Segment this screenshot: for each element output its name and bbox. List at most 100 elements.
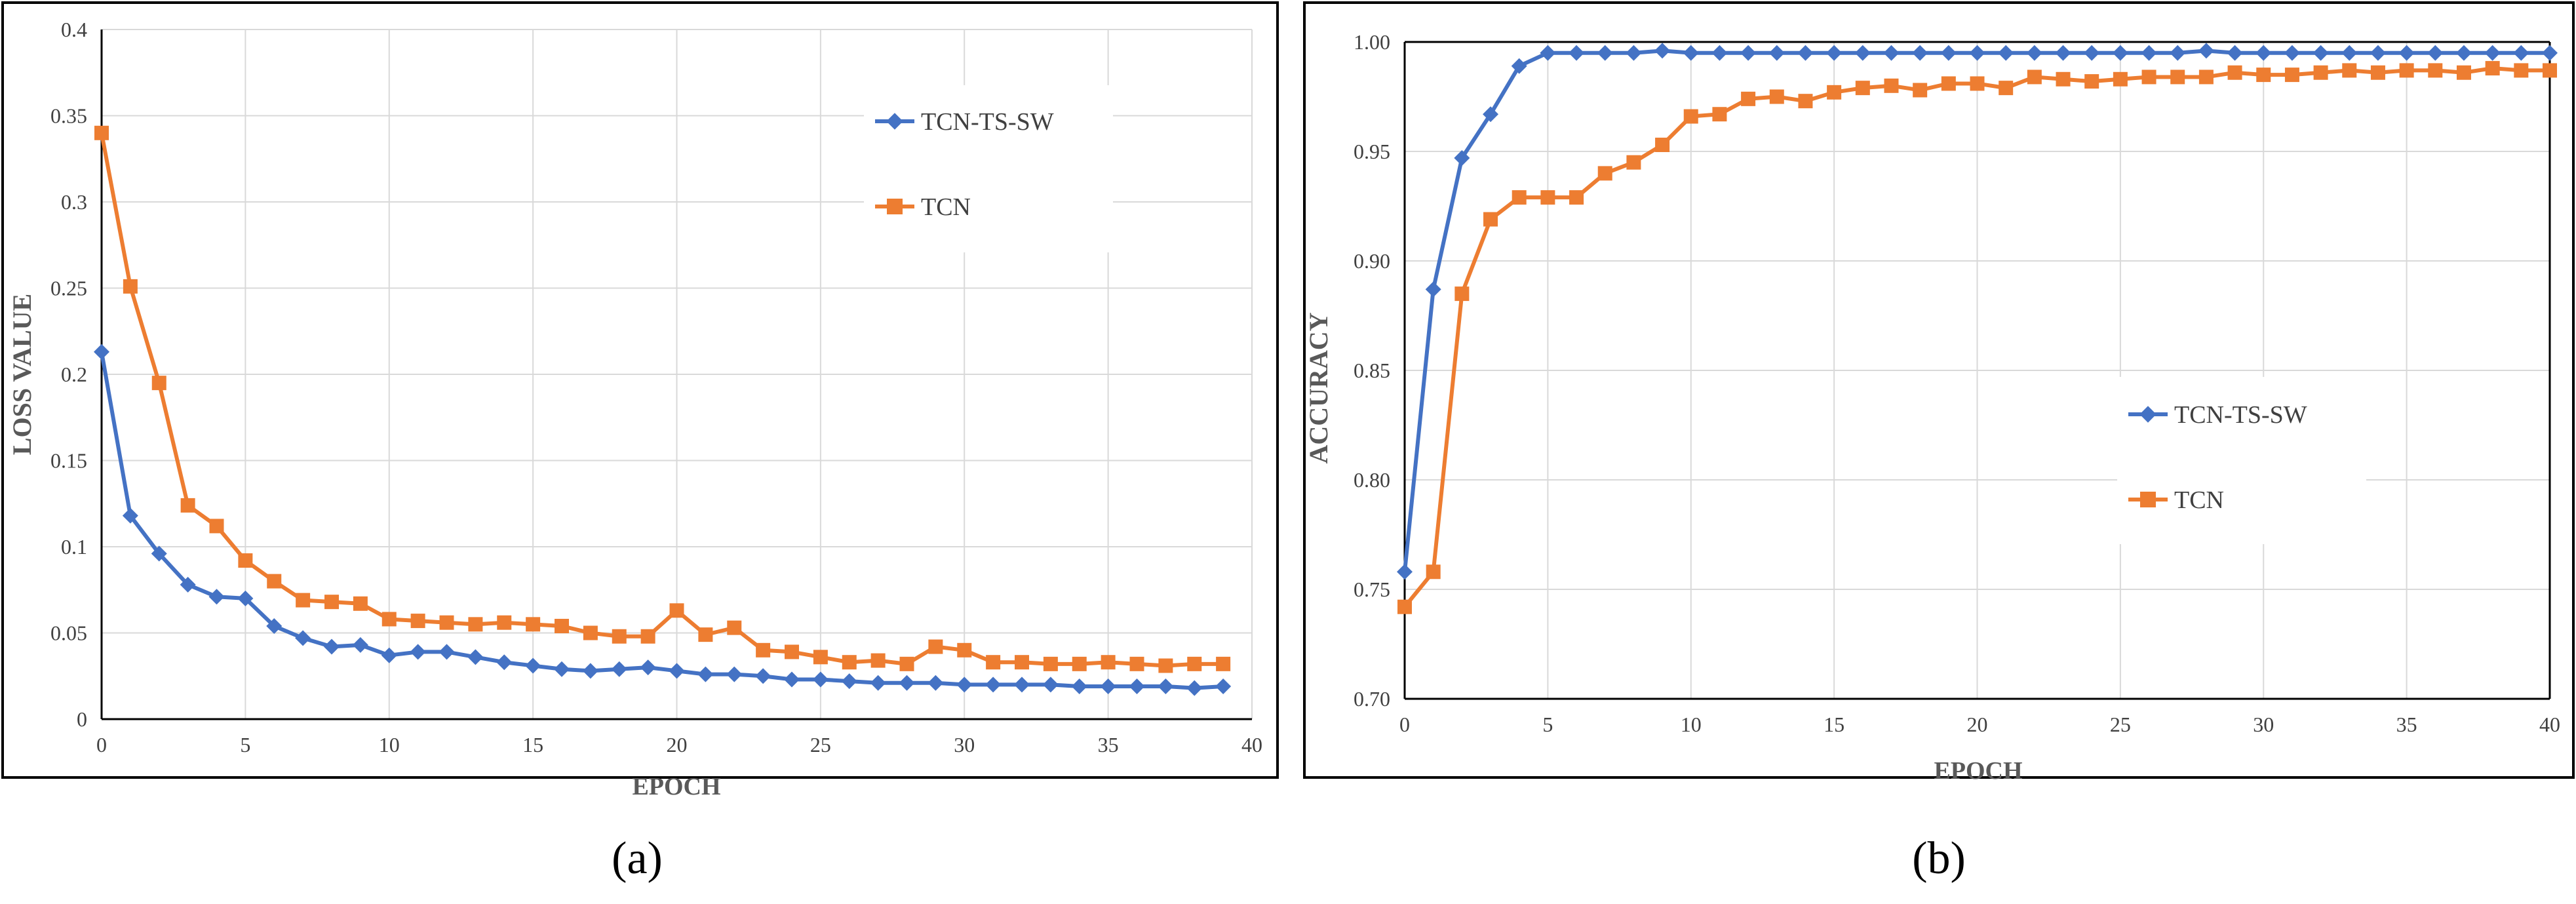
chart-a-point-tcn-ts-sw bbox=[94, 344, 109, 360]
chart-a-point-tcn-ts-sw bbox=[899, 675, 915, 691]
chart-b-legend-label-tcn: TCN bbox=[2174, 486, 2224, 514]
panel-b-caption: (b) bbox=[1912, 833, 1966, 884]
chart-b-x-axis-title: EPOCH bbox=[1934, 757, 2022, 785]
chart-b-point-tcn-ts-sw bbox=[2484, 45, 2501, 61]
chart-b-point-tcn bbox=[1884, 78, 1899, 93]
chart-b-point-tcn bbox=[1769, 89, 1784, 104]
chart-a-point-tcn-ts-sw bbox=[985, 677, 1002, 693]
chart-b-point-tcn bbox=[2399, 63, 2414, 78]
chart-a-y-tick-labels: 0 0.05 0.1 0.15 0.2 0.25 0.3 0.35 0.4 bbox=[50, 18, 87, 731]
chart-a-point-tcn-ts-sw bbox=[180, 576, 196, 593]
chart-a-point-tcn bbox=[1216, 656, 1231, 671]
chart-a-point-tcn-ts-sw bbox=[496, 654, 513, 671]
chart-a-point-tcn-ts-sw bbox=[697, 666, 714, 682]
chart-b-point-tcn-ts-sw bbox=[2026, 45, 2042, 61]
chart-a-point-tcn-ts-sw bbox=[1158, 678, 1174, 695]
chart-b-y-tick-label: 0.70 bbox=[1354, 687, 1390, 711]
chart-a-point-tcn bbox=[813, 650, 828, 665]
chart-a-point-tcn bbox=[324, 595, 339, 610]
chart-b-point-tcn-ts-sw bbox=[1883, 45, 1900, 61]
chart-b-point-tcn-ts-sw bbox=[2084, 45, 2100, 61]
chart-a-point-tcn bbox=[1187, 656, 1202, 671]
chart-b-point-tcn bbox=[1454, 286, 1470, 302]
chart-a-point-tcn bbox=[296, 593, 311, 608]
chart-a-point-tcn bbox=[381, 612, 397, 627]
chart-a-y-tick-label: 0.35 bbox=[50, 104, 87, 128]
chart-a-point-tcn-ts-sw bbox=[611, 661, 627, 677]
chart-b-point-tcn bbox=[2227, 65, 2242, 80]
chart-a-series bbox=[94, 125, 1232, 696]
chart-b-point-tcn-ts-sw bbox=[1740, 45, 1757, 61]
chart-b-point-tcn bbox=[2198, 69, 2214, 85]
chart-a-x-tick-label: 30 bbox=[954, 733, 975, 757]
chart-a-point-tcn-ts-sw bbox=[1186, 680, 1203, 696]
chart-a-point-tcn-ts-sw bbox=[237, 590, 254, 606]
chart-b-point-tcn-ts-sw bbox=[1711, 45, 1728, 61]
chart-b-point-tcn-ts-sw bbox=[1969, 45, 1985, 61]
chart-b-point-tcn bbox=[1683, 109, 1698, 124]
chart-b-y-tick-label: 0.90 bbox=[1354, 249, 1390, 273]
chart-a-x-tick-label: 15 bbox=[522, 733, 543, 757]
chart-b-point-tcn-ts-sw bbox=[1912, 45, 1928, 61]
chart-b-point-tcn bbox=[2084, 74, 2099, 89]
chart-a-point-tcn bbox=[727, 620, 742, 635]
chart-a-x-tick-label: 10 bbox=[379, 733, 400, 757]
chart-b-y-tick-label: 0.80 bbox=[1354, 468, 1390, 492]
chart-a-point-tcn-ts-sw bbox=[956, 677, 973, 693]
chart-a-x-tick-label: 5 bbox=[240, 733, 250, 757]
chart-a-point-tcn bbox=[94, 125, 109, 140]
chart-a-point-tcn bbox=[957, 642, 972, 658]
chart-a-x-tick-label: 20 bbox=[667, 733, 688, 757]
chart-b-point-tcn-ts-sw bbox=[2055, 45, 2071, 61]
chart-b-legend-item-tcn-ts-sw: TCN-TS-SW bbox=[2128, 401, 2307, 429]
chart-b-point-tcn-ts-sw bbox=[1998, 45, 2014, 61]
chart-b-point-tcn-ts-sw bbox=[1797, 45, 1814, 61]
chart-a-point-tcn-ts-sw bbox=[208, 589, 225, 605]
chart-a-point-tcn bbox=[612, 629, 627, 644]
chart-a-point-tcn bbox=[1129, 656, 1144, 671]
chart-b-x-tick-labels: 0 5 10 15 20 25 30 35 40 bbox=[1399, 713, 2560, 736]
chart-a-y-tick-label: 0.2 bbox=[61, 363, 87, 386]
chart-b-point-tcn bbox=[1597, 166, 1612, 181]
chart-b-point-tcn bbox=[2428, 63, 2443, 78]
chart-b-point-tcn bbox=[2313, 65, 2328, 80]
chart-a-legend-box bbox=[864, 85, 1113, 252]
chart-a-point-tcn bbox=[468, 617, 483, 632]
chart-a-point-tcn-ts-sw bbox=[151, 545, 167, 562]
chart-a-point-tcn bbox=[669, 603, 684, 618]
chart-a-point-tcn bbox=[640, 629, 655, 644]
chart-b-point-tcn-ts-sw bbox=[2542, 45, 2558, 61]
chart-a-point-tcn bbox=[928, 639, 943, 654]
chart-b-point-tcn-ts-sw bbox=[1569, 45, 1585, 61]
chart-b-point-tcn-ts-sw bbox=[1768, 45, 1785, 61]
chart-a-point-tcn-ts-sw bbox=[1014, 677, 1030, 693]
chart-b-y-tick-labels: 0.70 0.75 0.80 0.85 0.90 0.95 1.00 bbox=[1354, 30, 1390, 711]
chart-a-x-tick-label: 25 bbox=[810, 733, 831, 757]
chart-b-point-tcn-ts-sw bbox=[1654, 43, 1671, 59]
chart-b-point-tcn-ts-sw bbox=[1826, 45, 1843, 61]
chart-b-point-tcn-ts-sw bbox=[1511, 58, 1527, 74]
chart-b-point-tcn-ts-sw bbox=[2370, 45, 2386, 61]
chart-a-point-tcn bbox=[267, 574, 282, 589]
chart-b-point-tcn bbox=[1626, 155, 1641, 170]
chart-a-point-tcn bbox=[1015, 655, 1029, 670]
chart-b-legend-marker-tcn bbox=[2140, 492, 2156, 507]
chart-a-point-tcn bbox=[123, 279, 138, 294]
chart-a-point-tcn bbox=[497, 615, 512, 630]
chart-b-point-tcn-ts-sw bbox=[2141, 45, 2157, 61]
chart-a-y-tick-label: 0 bbox=[77, 707, 87, 731]
chart-b-point-tcn bbox=[2027, 69, 2042, 85]
chart-b-legend-box bbox=[2117, 377, 2366, 544]
chart-a-point-tcn bbox=[1043, 656, 1058, 671]
chart-a-y-tick-label: 0.05 bbox=[50, 621, 87, 645]
chart-a-legend-label-tcn-ts-sw: TCN-TS-SW bbox=[921, 108, 1054, 136]
chart-a-point-tcn-ts-sw bbox=[352, 637, 368, 653]
chart-a-x-tick-label: 40 bbox=[1241, 733, 1262, 757]
chart-a-point-tcn bbox=[209, 519, 224, 534]
chart-a-point-tcn bbox=[238, 553, 253, 568]
chart-a-y-tick-label: 0.3 bbox=[61, 190, 87, 214]
chart-b-point-tcn bbox=[1827, 85, 1842, 100]
chart-a-point-tcn-ts-sw bbox=[640, 659, 656, 676]
chart-a-y-tick-label: 0.1 bbox=[61, 535, 87, 559]
chart-a-point-tcn-ts-sw bbox=[1215, 678, 1232, 695]
